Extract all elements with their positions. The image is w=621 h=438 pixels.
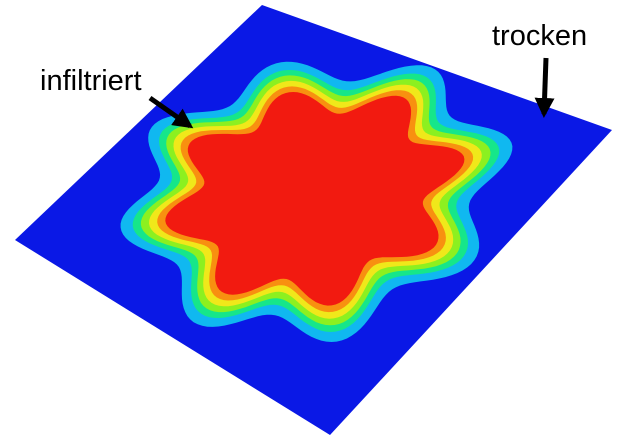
- label-dry: trocken: [492, 20, 587, 52]
- page: infiltriert trocken (() => { const data …: [0, 0, 621, 438]
- arrow-dry: [544, 58, 546, 114]
- contour-figure: infiltriert trocken: [0, 0, 621, 438]
- label-infiltrated: infiltriert: [40, 65, 142, 97]
